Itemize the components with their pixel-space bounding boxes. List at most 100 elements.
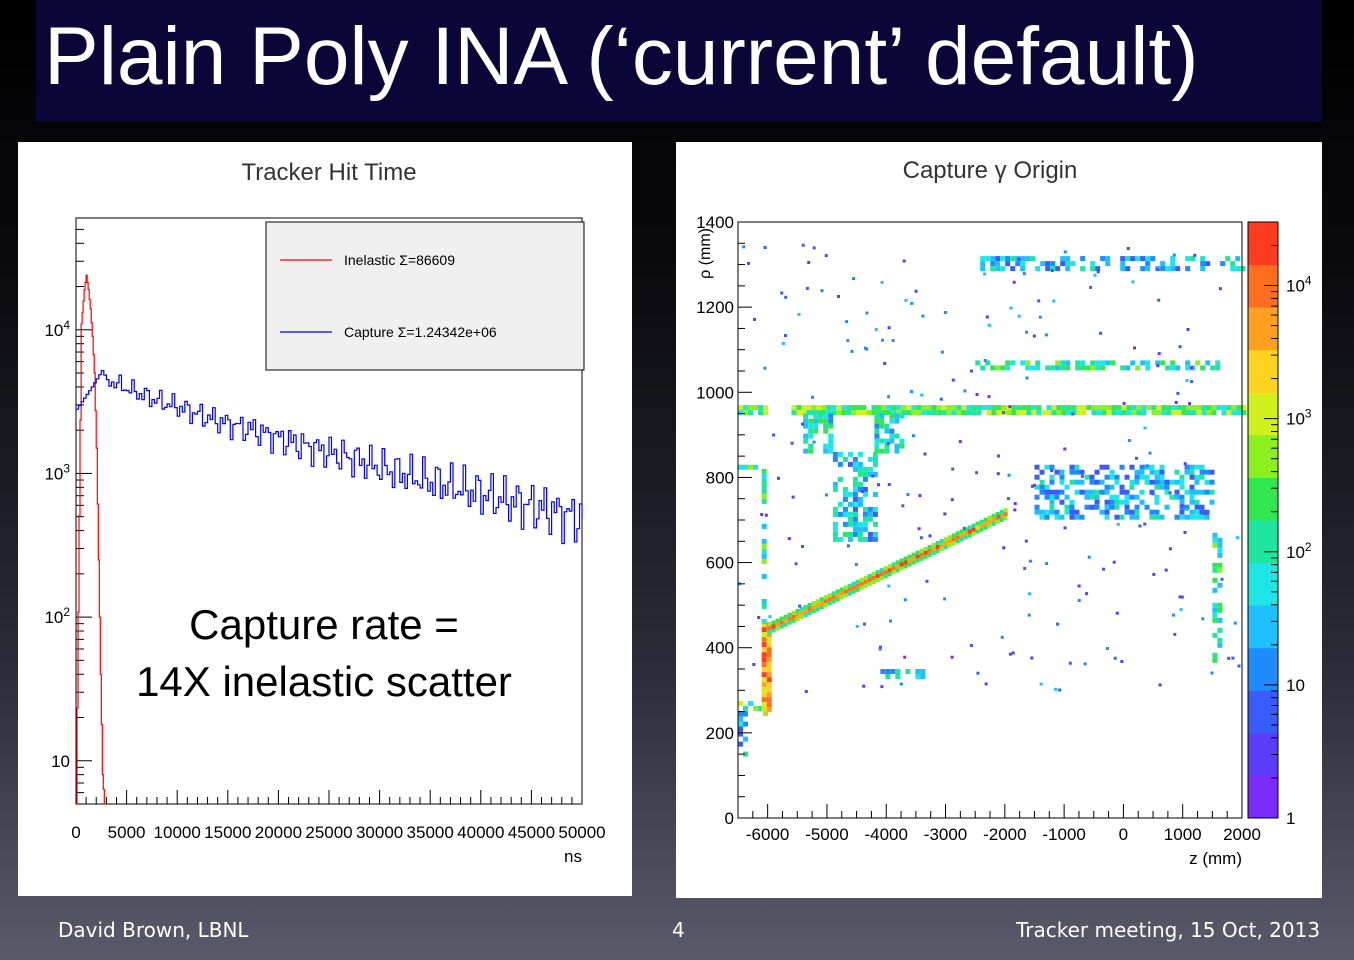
heatmap-cell <box>895 674 901 679</box>
heatmap-cell <box>764 513 768 517</box>
heatmap-cell <box>787 620 792 625</box>
heatmap-cell <box>951 378 955 382</box>
heatmap-cell <box>867 511 873 517</box>
heatmap-cell <box>1174 469 1180 475</box>
heatmap-cell <box>766 672 772 678</box>
heatmap-cell <box>791 410 797 416</box>
heatmap-cell <box>910 390 913 394</box>
colorbar-segment <box>1248 498 1278 521</box>
heatmap-cell <box>1106 405 1112 411</box>
heatmap-cell <box>947 543 952 548</box>
heatmap-cell <box>743 405 748 411</box>
heatmap-cell <box>1002 546 1006 550</box>
heatmap-cell <box>796 405 802 411</box>
heatmap-cell <box>943 537 948 542</box>
heatmap-cell <box>963 531 968 536</box>
heatmap-cell <box>831 410 837 416</box>
series-line-inelastic <box>76 274 106 805</box>
heatmap-cell <box>980 256 986 262</box>
heatmap-cell <box>857 486 863 492</box>
heatmap-cell <box>1144 479 1150 485</box>
heatmap-cell <box>1191 410 1197 416</box>
heatmap-cell <box>987 515 992 520</box>
heatmap-cell <box>1003 516 1008 521</box>
heatmap-cell <box>967 529 972 534</box>
heatmap-cell <box>832 456 838 462</box>
heatmap-cell <box>831 591 836 596</box>
heatmap-cell <box>837 536 843 542</box>
heatmap-cell <box>1176 405 1182 411</box>
heatmap-cell <box>766 632 772 638</box>
heatmap-cell <box>763 410 768 416</box>
heatmap-cell <box>1136 405 1142 411</box>
heatmap-cell <box>808 443 814 449</box>
heatmap-cell <box>871 474 875 478</box>
heatmap-cell <box>923 554 928 559</box>
heatmap-cell <box>862 536 868 542</box>
x-tick-label: 10000 <box>154 823 201 842</box>
heatmap-cell <box>1036 405 1042 411</box>
colorbar-segment <box>1248 328 1278 351</box>
heatmap-cell <box>806 405 812 411</box>
heatmap-cell <box>1090 261 1096 267</box>
heatmap-cell <box>1211 405 1217 411</box>
heatmap-cell <box>1027 613 1031 617</box>
heatmap-cell <box>980 266 986 272</box>
heatmap-cell <box>1160 360 1166 366</box>
heatmap-cell <box>1145 256 1151 262</box>
heatmap-cell <box>852 496 858 502</box>
heatmap-cells <box>738 243 1247 757</box>
heatmap-cell <box>1119 464 1125 470</box>
heatmap-cell <box>753 405 758 411</box>
heatmap-cell <box>889 438 895 444</box>
heatmap-cell <box>1000 635 1004 639</box>
heatmap-cell <box>1156 364 1160 368</box>
heatmap-cell <box>1176 391 1180 395</box>
heatmap-cell <box>996 405 1002 411</box>
heatmap-cell <box>1113 656 1117 660</box>
heatmap-cell <box>867 582 872 586</box>
heatmap-cell <box>1025 360 1031 366</box>
heatmap-cell <box>847 587 852 592</box>
heatmap-cell <box>1212 537 1218 543</box>
heatmap-cell <box>855 583 860 588</box>
heatmap-cell <box>784 295 788 299</box>
heatmap-cell <box>906 493 910 497</box>
heatmap-cell <box>967 525 972 530</box>
x-tick-label: -3000 <box>924 825 967 844</box>
heatmap-cell <box>1055 365 1061 371</box>
heatmap-cell <box>1034 509 1040 515</box>
heatmap-cell <box>1051 410 1057 416</box>
heatmap-cell <box>1217 537 1223 543</box>
heatmap-cell <box>1186 328 1190 331</box>
heatmap-cell <box>766 667 772 673</box>
heatmap-cell <box>1114 494 1120 500</box>
heatmap-cell <box>1099 489 1105 495</box>
heatmap-cell <box>1064 504 1070 510</box>
heatmap-cell <box>912 434 915 438</box>
heatmap-cell <box>1049 474 1055 480</box>
heatmap-cell <box>1104 489 1110 495</box>
x-tick-label: -4000 <box>864 825 907 844</box>
heatmap-cell <box>783 618 788 623</box>
x-tick-label: 30000 <box>356 823 403 842</box>
heatmap-cell <box>791 610 796 615</box>
heatmap-cell <box>1049 479 1055 485</box>
heatmap-cell <box>1039 479 1045 485</box>
heatmap-cell <box>1106 410 1112 416</box>
heatmap-cell <box>1235 256 1241 262</box>
heatmap-cell <box>1174 494 1180 500</box>
y-tick-label: 104 <box>44 318 70 340</box>
colorbar-frame <box>1247 221 1279 819</box>
heatmap-cell <box>975 521 980 526</box>
heatmap-cell <box>761 543 767 549</box>
heatmap-cell <box>901 504 905 508</box>
heatmap-cell <box>862 516 868 522</box>
heatmap-cell <box>918 494 922 498</box>
heatmap-cell <box>1081 410 1087 416</box>
colorbar-segment <box>1248 562 1278 585</box>
colorbar-segment <box>1248 732 1278 755</box>
heatmap-cell <box>761 493 767 499</box>
heatmap-cell <box>1110 360 1116 366</box>
heatmap-cell <box>1164 479 1170 485</box>
